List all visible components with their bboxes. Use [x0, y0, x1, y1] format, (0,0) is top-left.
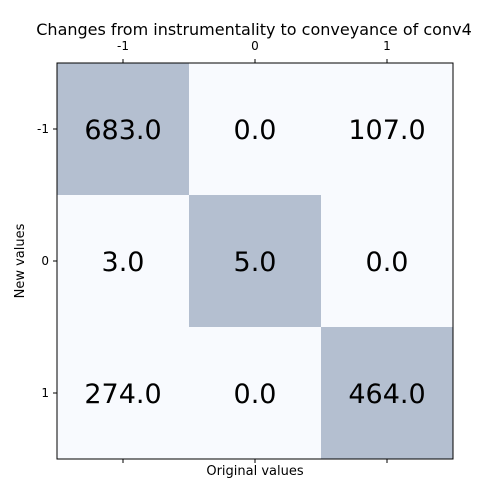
y-axis-label: New values: [13, 223, 28, 298]
heatmap-cells: [57, 63, 453, 459]
cell-value-label: 464.0: [348, 379, 425, 410]
y-axis-ticks: -1 0 1: [37, 122, 57, 400]
x-tick-label: 0: [251, 39, 259, 53]
heatmap-cell: [57, 327, 189, 459]
chart-title: Changes from instrumentality to conveyan…: [36, 20, 472, 39]
y-tick-label: 1: [41, 386, 49, 400]
x-axis-label: Original values: [206, 464, 304, 479]
x-tick-label: -1: [117, 39, 129, 53]
heatmap-cell: [321, 327, 453, 459]
heatmap-cell: [189, 63, 321, 195]
cell-value-label: 0.0: [234, 115, 277, 146]
heatmap-cell: [57, 195, 189, 327]
cell-value-label: 683.0: [84, 115, 161, 146]
heatmap-cell: [189, 195, 321, 327]
cell-value-label: 107.0: [348, 115, 425, 146]
y-tick-label: -1: [37, 122, 49, 136]
x-axis-ticks: -1 0 1: [117, 39, 391, 463]
heatmap-cell-labels: 683.0 0.0 107.0 3.0 5.0 0.0 274.0 0.0 464.0: [84, 115, 425, 410]
cell-value-label: 3.0: [102, 247, 145, 278]
cell-value-label: 0.0: [234, 379, 277, 410]
heatmap-cell: [321, 63, 453, 195]
cell-value-label: 274.0: [84, 379, 161, 410]
heatmap-cell: [57, 63, 189, 195]
heatmap-cell: [189, 327, 321, 459]
heatmap-cell: [321, 195, 453, 327]
cell-value-label: 0.0: [366, 247, 409, 278]
cell-value-label: 5.0: [234, 247, 277, 278]
x-tick-label: 1: [383, 39, 391, 53]
y-tick-label: 0: [41, 254, 49, 268]
